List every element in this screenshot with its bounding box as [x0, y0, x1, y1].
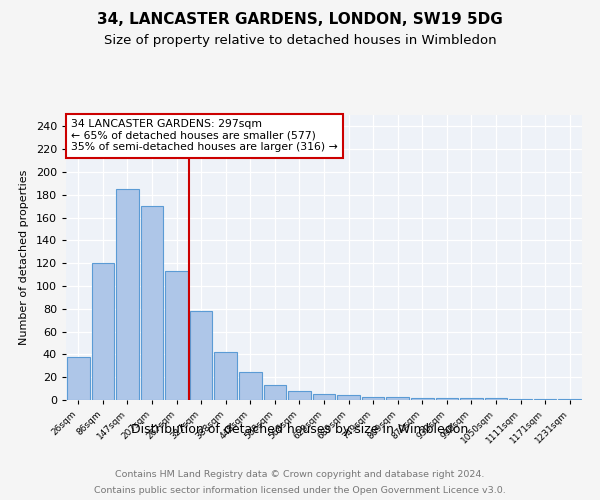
Bar [362, 396, 385, 400]
Bar [559, 399, 581, 400]
Y-axis label: Number of detached properties: Number of detached properties [19, 170, 29, 345]
Bar [116, 189, 139, 400]
Bar [214, 352, 237, 400]
Text: Distribution of detached houses by size in Wimbledon: Distribution of detached houses by size … [131, 422, 469, 436]
Bar [190, 311, 212, 400]
Text: 34, LANCASTER GARDENS, LONDON, SW19 5DG: 34, LANCASTER GARDENS, LONDON, SW19 5DG [97, 12, 503, 28]
Bar [140, 206, 163, 400]
Bar [263, 385, 286, 400]
Bar [436, 398, 458, 400]
Bar [386, 396, 409, 400]
Bar [411, 398, 434, 400]
Bar [534, 399, 556, 400]
Bar [165, 271, 188, 400]
Bar [67, 356, 89, 400]
Bar [509, 399, 532, 400]
Bar [460, 398, 483, 400]
Text: Contains public sector information licensed under the Open Government Licence v3: Contains public sector information licen… [94, 486, 506, 495]
Text: Contains HM Land Registry data © Crown copyright and database right 2024.: Contains HM Land Registry data © Crown c… [115, 470, 485, 479]
Bar [92, 263, 114, 400]
Bar [337, 396, 360, 400]
Bar [239, 372, 262, 400]
Bar [485, 398, 508, 400]
Bar [313, 394, 335, 400]
Text: Size of property relative to detached houses in Wimbledon: Size of property relative to detached ho… [104, 34, 496, 47]
Text: 34 LANCASTER GARDENS: 297sqm
← 65% of detached houses are smaller (577)
35% of s: 34 LANCASTER GARDENS: 297sqm ← 65% of de… [71, 120, 338, 152]
Bar [288, 391, 311, 400]
